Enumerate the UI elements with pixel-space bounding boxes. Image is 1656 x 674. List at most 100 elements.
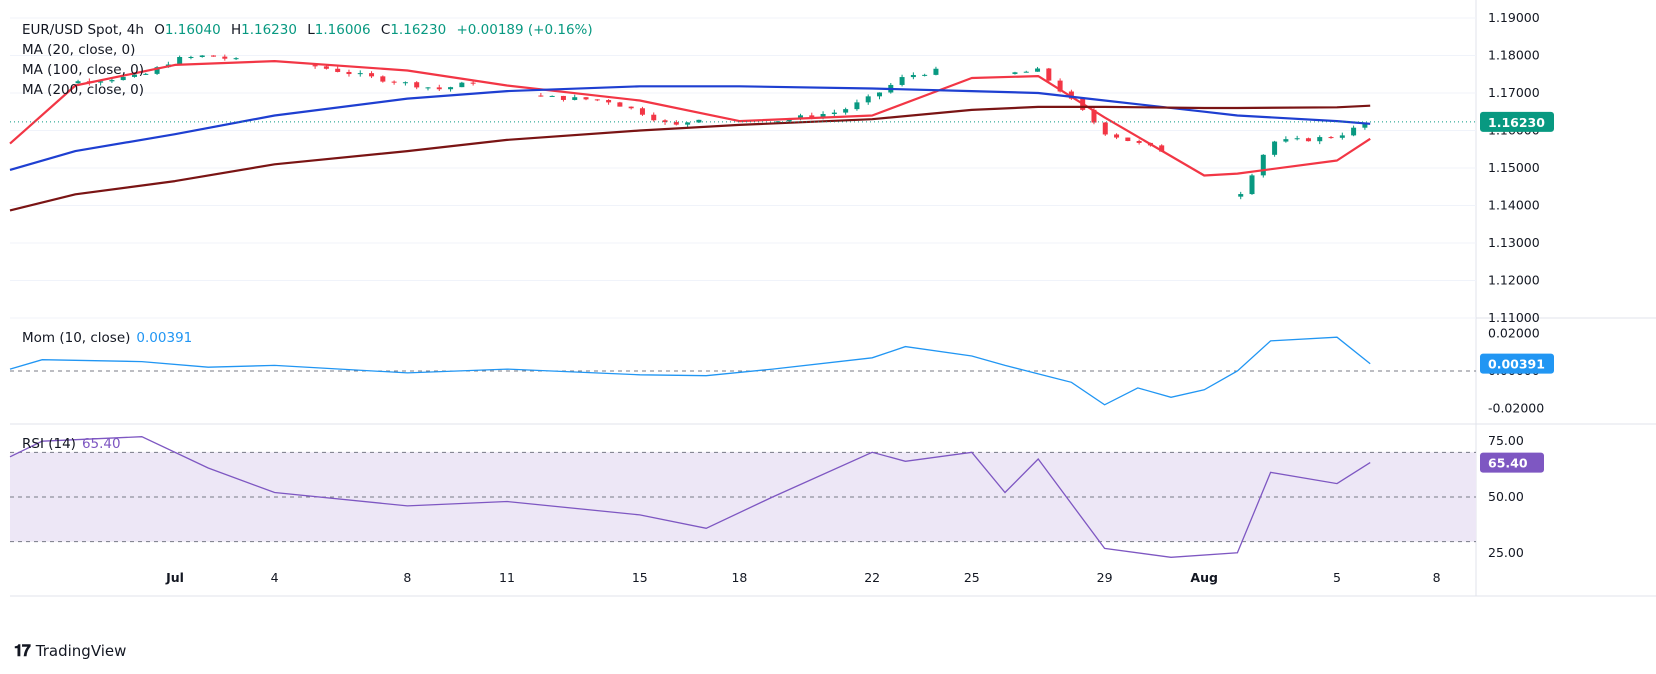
candle-body — [1362, 123, 1368, 128]
x-axis-tick: 25 — [964, 570, 980, 585]
candle-body — [1272, 141, 1278, 155]
candle-body — [1294, 138, 1300, 140]
candle-body — [369, 73, 375, 77]
candle-body — [685, 122, 691, 125]
mom-value-label: 0.00391 — [1488, 357, 1545, 372]
candle-body — [775, 121, 781, 123]
high-value: H1.16230 — [230, 22, 297, 38]
candle-body — [1328, 137, 1334, 139]
candle-body — [1238, 194, 1244, 197]
x-axis-tick: Aug — [1190, 570, 1218, 585]
candle-body — [673, 122, 679, 125]
candle-body — [786, 119, 792, 122]
candle-body — [154, 67, 160, 74]
candle-body — [572, 97, 578, 100]
candle-body — [459, 82, 465, 88]
price-axis-tick: 1.12000 — [1488, 273, 1540, 288]
candle-body — [662, 120, 668, 123]
x-axis-tick: Jul — [165, 570, 184, 585]
candle-body — [346, 71, 352, 75]
candle-body — [109, 80, 115, 82]
x-axis-tick: 22 — [864, 570, 880, 585]
candle-body — [335, 68, 341, 72]
candle-body — [470, 82, 476, 84]
change-value: +0.00189 (+0.16%) — [456, 22, 593, 38]
candle-body — [809, 115, 815, 118]
candle-body — [1035, 68, 1041, 72]
candle-body — [448, 87, 454, 90]
candle-body — [617, 102, 623, 107]
candle-body — [1012, 72, 1018, 74]
candle-body — [628, 106, 634, 109]
price-axis-tick: 1.11000 — [1488, 310, 1540, 325]
candle-body — [323, 66, 329, 69]
main-legend: EUR/USD Spot, 4h O1.16040 H1.16230 L1.16… — [22, 20, 599, 100]
last-price-badge — [1480, 111, 1554, 132]
candle-body — [1283, 139, 1289, 142]
ma20-line — [9, 60, 1371, 177]
candle-body — [1159, 145, 1165, 152]
x-axis-tick: 4 — [271, 570, 279, 585]
mom-line — [9, 336, 1371, 406]
close-value: C1.16230 — [380, 22, 447, 38]
candle-body — [606, 100, 612, 103]
candle-body — [1091, 109, 1097, 123]
candle-body — [211, 55, 217, 57]
ohlc-row: EUR/USD Spot, 4h O1.16040 H1.16230 L1.16… — [22, 20, 599, 40]
tradingview-logo-icon: 𝟏𝟕 — [14, 641, 31, 660]
ma20-legend[interactable]: MA (20, close, 0) — [22, 42, 136, 58]
candle-body — [177, 56, 183, 65]
candle-body — [1125, 137, 1131, 142]
ma200-legend[interactable]: MA (200, close, 0) — [22, 82, 145, 98]
rsi-axis-tick: 25.00 — [1488, 545, 1524, 560]
x-axis-tick: 5 — [1333, 570, 1341, 585]
candle-body — [436, 87, 442, 90]
candle-body — [1339, 135, 1345, 138]
candle-body — [831, 112, 837, 115]
candle-body — [877, 92, 883, 97]
candle-body — [1046, 68, 1052, 81]
mom-axis-tick: -0.02000 — [1488, 401, 1544, 416]
candle-body — [414, 82, 420, 88]
candle-body — [380, 76, 386, 82]
rsi-axis-tick: 75.00 — [1488, 433, 1524, 448]
candle-body — [357, 73, 363, 75]
x-axis-tick: 11 — [499, 570, 515, 585]
candle-body — [696, 119, 702, 123]
candle-body — [1114, 134, 1120, 138]
rsi-line — [9, 436, 1371, 558]
candle-body — [1305, 138, 1311, 142]
candle-body — [583, 97, 589, 100]
candle-body — [120, 76, 126, 81]
last-price-label: 1.16230 — [1488, 115, 1545, 130]
candle-body — [549, 95, 555, 97]
tradingview-logo[interactable]: 𝟏𝟕 TradingView — [14, 641, 126, 661]
candle-body — [131, 74, 137, 77]
candle-body — [98, 81, 104, 83]
mom-value-badge — [1480, 353, 1554, 374]
candle-body — [854, 102, 860, 110]
candle-body — [1317, 137, 1323, 142]
rsi-legend[interactable]: RSI (14) 65.40 — [22, 434, 127, 454]
price-axis-tick: 1.14000 — [1488, 198, 1540, 213]
x-axis-tick: 18 — [731, 570, 747, 585]
candle-body — [143, 73, 149, 75]
x-axis-tick: 8 — [403, 570, 411, 585]
candle-body — [75, 81, 81, 84]
price-axis-tick: 1.18000 — [1488, 48, 1540, 63]
candle-body — [188, 56, 194, 58]
open-value: O1.16040 — [154, 22, 221, 38]
ma100-legend[interactable]: MA (100, close, 0) — [22, 62, 145, 78]
candle-body — [820, 114, 826, 118]
mom-legend[interactable]: Mom (10, close) 0.00391 — [22, 328, 198, 348]
symbol-label[interactable]: EUR/USD Spot, 4h — [22, 22, 144, 38]
candle-body — [233, 58, 239, 60]
candle-body — [797, 115, 803, 120]
mom-axis-tick: 0.02000 — [1488, 325, 1540, 340]
mom-legend-value: 0.00391 — [136, 330, 193, 346]
ma100-line — [9, 85, 1371, 171]
candle-body — [639, 108, 645, 115]
candle-body — [899, 77, 905, 85]
mom-label: Mom (10, close) — [22, 330, 131, 346]
